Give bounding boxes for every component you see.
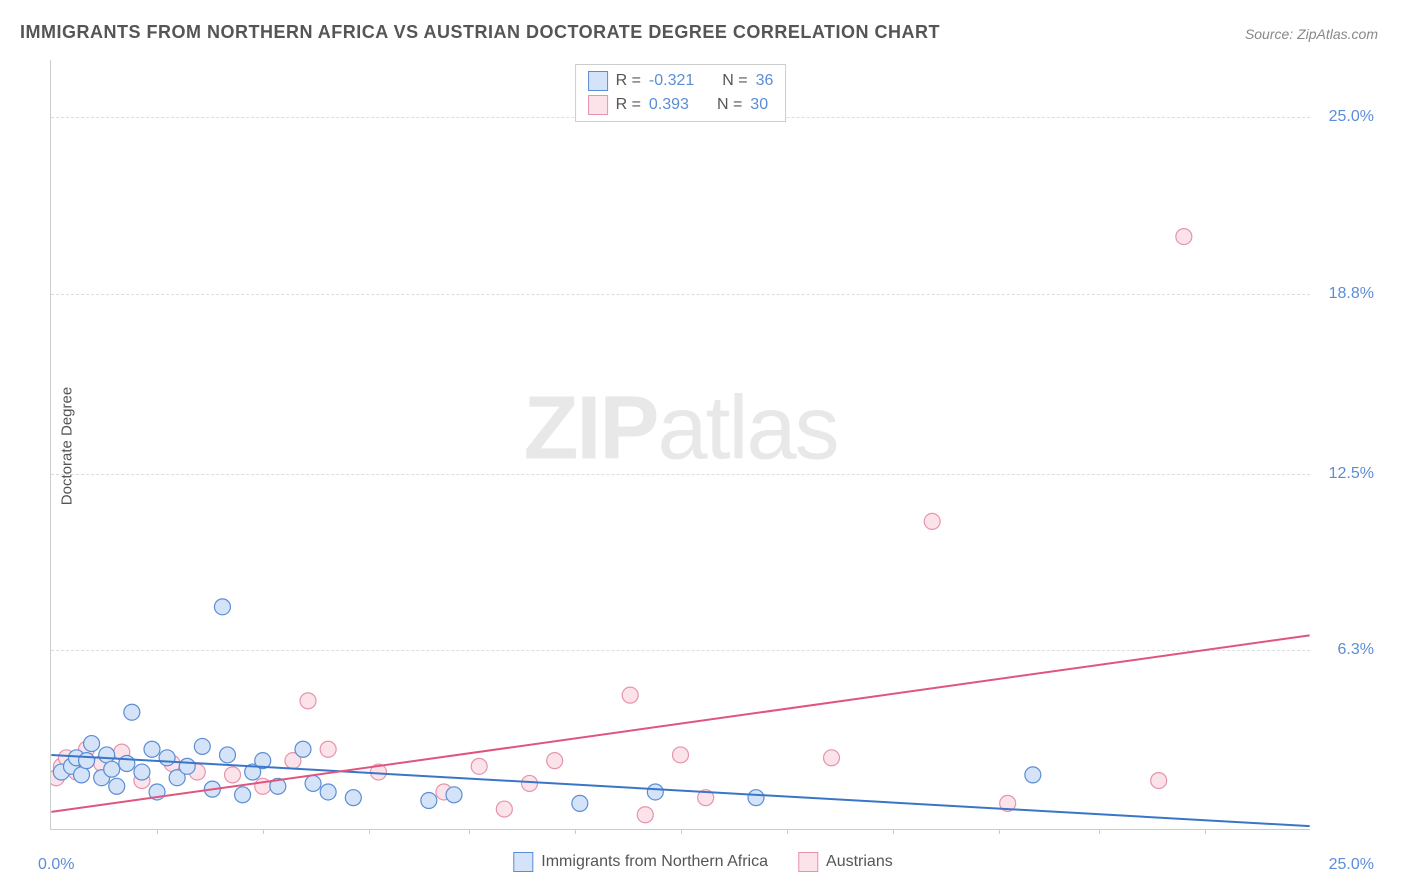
legend-swatch-blue [513, 852, 533, 872]
y-tick-label: 25.0% [1329, 108, 1374, 126]
data-point-blue [572, 795, 588, 811]
data-point-blue [74, 767, 90, 783]
y-tick-label: 6.3% [1338, 641, 1374, 659]
data-point-pink [1176, 229, 1192, 245]
x-tickmark [369, 829, 370, 834]
data-point-blue [295, 741, 311, 757]
data-point-blue [179, 758, 195, 774]
x-tickmark [1099, 829, 1100, 834]
data-point-pink [622, 687, 638, 703]
data-point-pink [637, 807, 653, 823]
x-tickmark [575, 829, 576, 834]
r-label: R = [616, 72, 641, 90]
data-point-blue [421, 793, 437, 809]
data-point-blue [79, 753, 95, 769]
data-point-blue [446, 787, 462, 803]
data-point-pink [320, 741, 336, 757]
legend-label-pink: Austrians [826, 853, 893, 871]
n-value-blue: 36 [756, 72, 774, 90]
x-tickmark [787, 829, 788, 834]
n-label: N = [717, 96, 742, 114]
legend-swatch-blue [588, 71, 608, 91]
x-tickmark [681, 829, 682, 834]
data-point-blue [320, 784, 336, 800]
n-label: N = [722, 72, 747, 90]
x-tickmark [893, 829, 894, 834]
data-point-blue [144, 741, 160, 757]
r-value-pink: 0.393 [649, 96, 689, 114]
data-point-blue [109, 778, 125, 794]
trend-line-pink [51, 635, 1309, 812]
data-point-blue [119, 756, 135, 772]
data-point-pink [673, 747, 689, 763]
correlation-legend: R = -0.321 N = 36 R = 0.393 N = 30 [575, 64, 787, 122]
x-tickmark [469, 829, 470, 834]
data-point-pink [924, 513, 940, 529]
x-tickmark [263, 829, 264, 834]
legend-swatch-pink [798, 852, 818, 872]
data-point-blue [124, 704, 140, 720]
data-point-blue [214, 599, 230, 615]
x-axis-origin-label: 0.0% [38, 856, 74, 874]
data-point-blue [305, 775, 321, 791]
legend-label-blue: Immigrants from Northern Africa [541, 853, 768, 871]
data-point-pink [547, 753, 563, 769]
legend-swatch-pink [588, 95, 608, 115]
x-axis-max-label: 25.0% [1329, 856, 1374, 874]
chart-title: IMMIGRANTS FROM NORTHERN AFRICA VS AUSTR… [20, 22, 940, 43]
data-point-pink [300, 693, 316, 709]
source-attribution: Source: ZipAtlas.com [1245, 26, 1378, 42]
y-tick-label: 18.8% [1329, 285, 1374, 303]
data-point-blue [647, 784, 663, 800]
data-point-blue [99, 747, 115, 763]
legend-item-blue: Immigrants from Northern Africa [513, 852, 768, 872]
data-point-pink [522, 775, 538, 791]
r-label: R = [616, 96, 641, 114]
data-point-blue [345, 790, 361, 806]
data-point-blue [1025, 767, 1041, 783]
data-point-blue [219, 747, 235, 763]
data-point-blue [194, 738, 210, 754]
legend-row-blue: R = -0.321 N = 36 [588, 69, 774, 93]
n-value-pink: 30 [750, 96, 768, 114]
data-point-pink [471, 758, 487, 774]
data-point-pink [496, 801, 512, 817]
data-point-blue [104, 761, 120, 777]
y-tick-label: 12.5% [1329, 465, 1374, 483]
x-tickmark [1205, 829, 1206, 834]
r-value-blue: -0.321 [649, 72, 694, 90]
legend-row-pink: R = 0.393 N = 30 [588, 93, 774, 117]
chart-plot-area: ZIPatlas R = -0.321 N = 36 R = 0.393 N =… [50, 60, 1310, 830]
series-legend: Immigrants from Northern Africa Austrian… [513, 852, 892, 872]
data-point-blue [748, 790, 764, 806]
scatter-svg [51, 60, 1310, 829]
data-point-pink [1151, 773, 1167, 789]
data-point-blue [235, 787, 251, 803]
data-point-pink [824, 750, 840, 766]
data-point-pink [225, 767, 241, 783]
x-tickmark [999, 829, 1000, 834]
legend-item-pink: Austrians [798, 852, 893, 872]
data-point-blue [159, 750, 175, 766]
data-point-blue [84, 736, 100, 752]
x-tickmark [157, 829, 158, 834]
data-point-blue [134, 764, 150, 780]
